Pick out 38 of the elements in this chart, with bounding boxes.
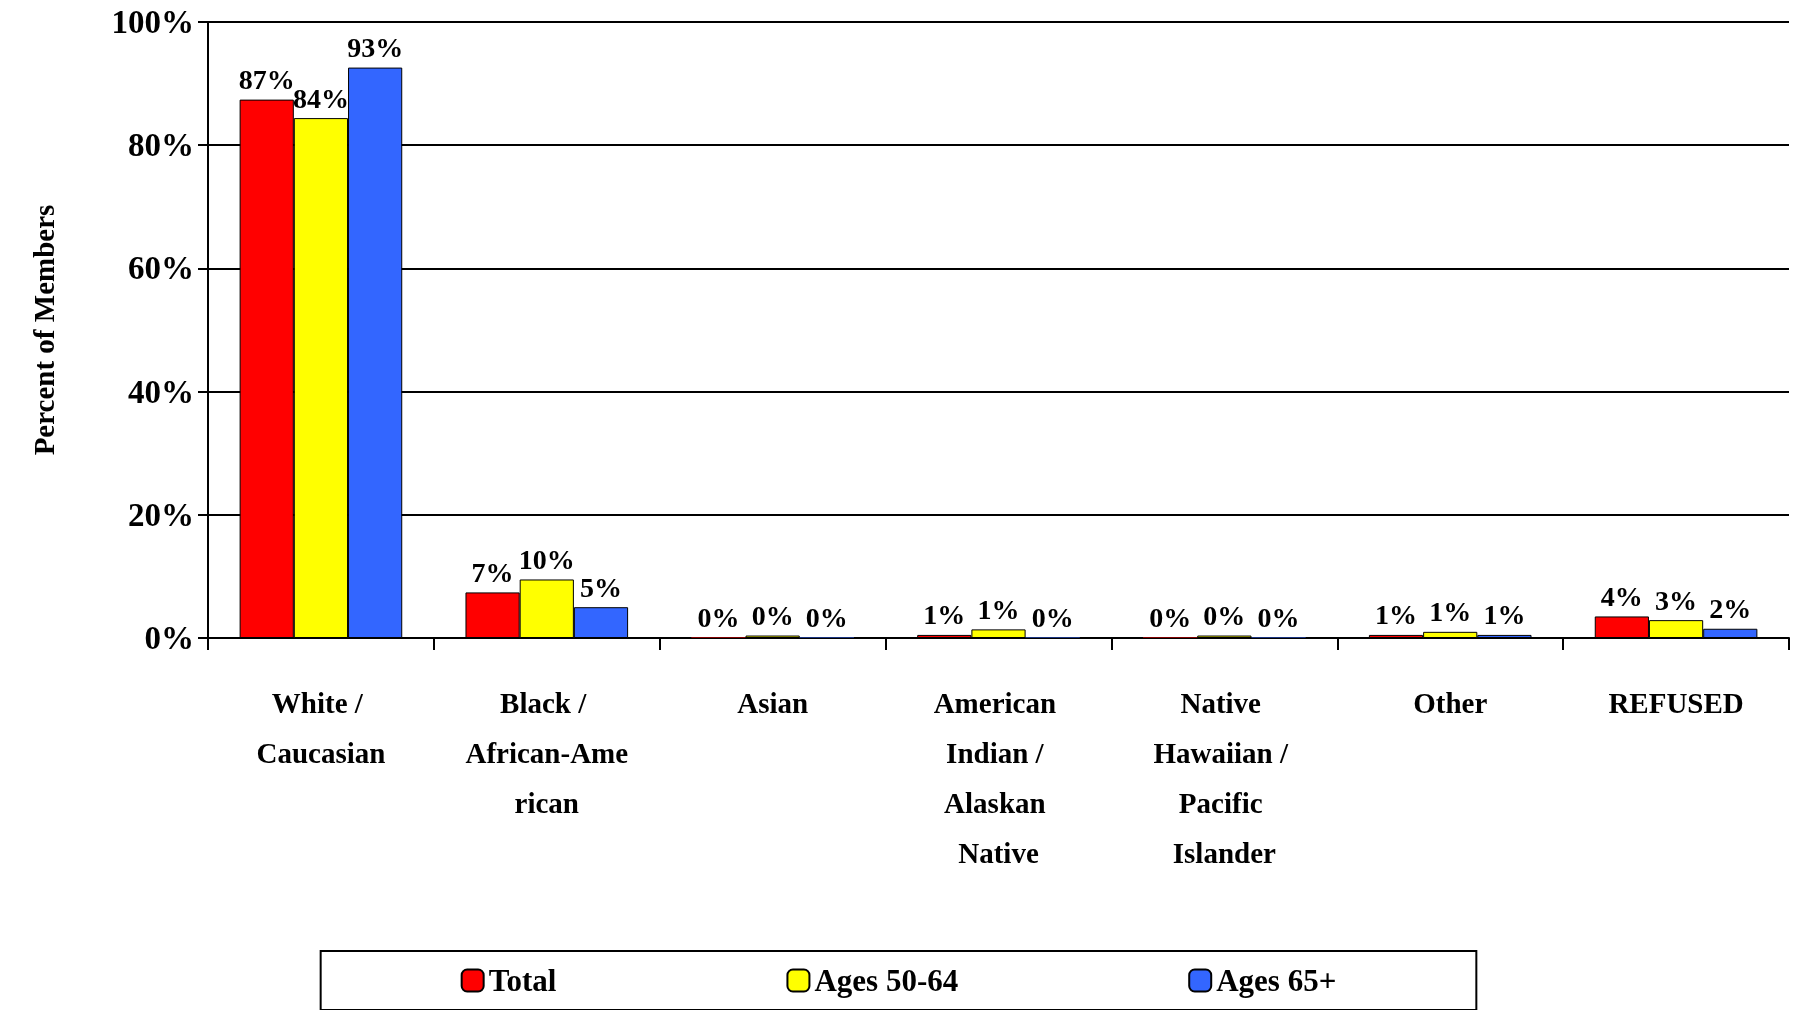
data-label: 3% — [1655, 584, 1698, 616]
data-label: 0% — [1031, 601, 1074, 633]
data-label: 7% — [471, 556, 514, 588]
data-label: 1% — [977, 593, 1020, 625]
data-label: 1% — [923, 599, 966, 631]
data-label: 0% — [1203, 600, 1246, 632]
x-tick-label: Native Hawaiian / Pacific Islander — [1153, 687, 1296, 869]
x-tick-label: Black / African-American — [465, 687, 629, 819]
x-tick-label: Asian — [737, 687, 809, 719]
data-label: 10% — [518, 543, 575, 575]
x-tick-label: Other — [1413, 687, 1488, 719]
x-tick-label: White / Caucasian — [256, 687, 386, 769]
y-tick-label: 100% — [111, 4, 194, 40]
data-label: 2% — [1709, 593, 1752, 625]
data-label: 1% — [1375, 599, 1418, 631]
data-label: 1% — [1483, 599, 1526, 631]
data-label: 0% — [697, 601, 740, 633]
y-tick-label: 80% — [128, 127, 194, 164]
y-tick-label: 60% — [128, 250, 194, 287]
y-tick-label: 40% — [128, 373, 194, 410]
data-label: 0% — [751, 600, 794, 632]
x-tick-label: American Indian / Alaskan Native — [933, 687, 1064, 869]
legend-label: Total — [488, 963, 557, 998]
data-label: 0% — [1149, 601, 1192, 633]
y-tick-label: 20% — [128, 496, 194, 533]
data-label: 0% — [805, 601, 848, 633]
data-label: 1% — [1429, 596, 1472, 628]
y-axis-title: Percent of Members — [27, 204, 60, 456]
x-tick-label: REFUSED — [1608, 687, 1744, 719]
y-tick-label: 0% — [144, 620, 194, 656]
data-label: 5% — [579, 571, 622, 603]
legend-label: Ages 50-64 — [814, 963, 959, 998]
legend-label: Ages 65+ — [1216, 963, 1337, 998]
data-label: 84% — [292, 82, 349, 114]
data-label: 0% — [1257, 601, 1300, 633]
data-label: 4% — [1600, 580, 1643, 612]
data-label: 87% — [238, 64, 295, 96]
data-label: 93% — [347, 32, 404, 64]
